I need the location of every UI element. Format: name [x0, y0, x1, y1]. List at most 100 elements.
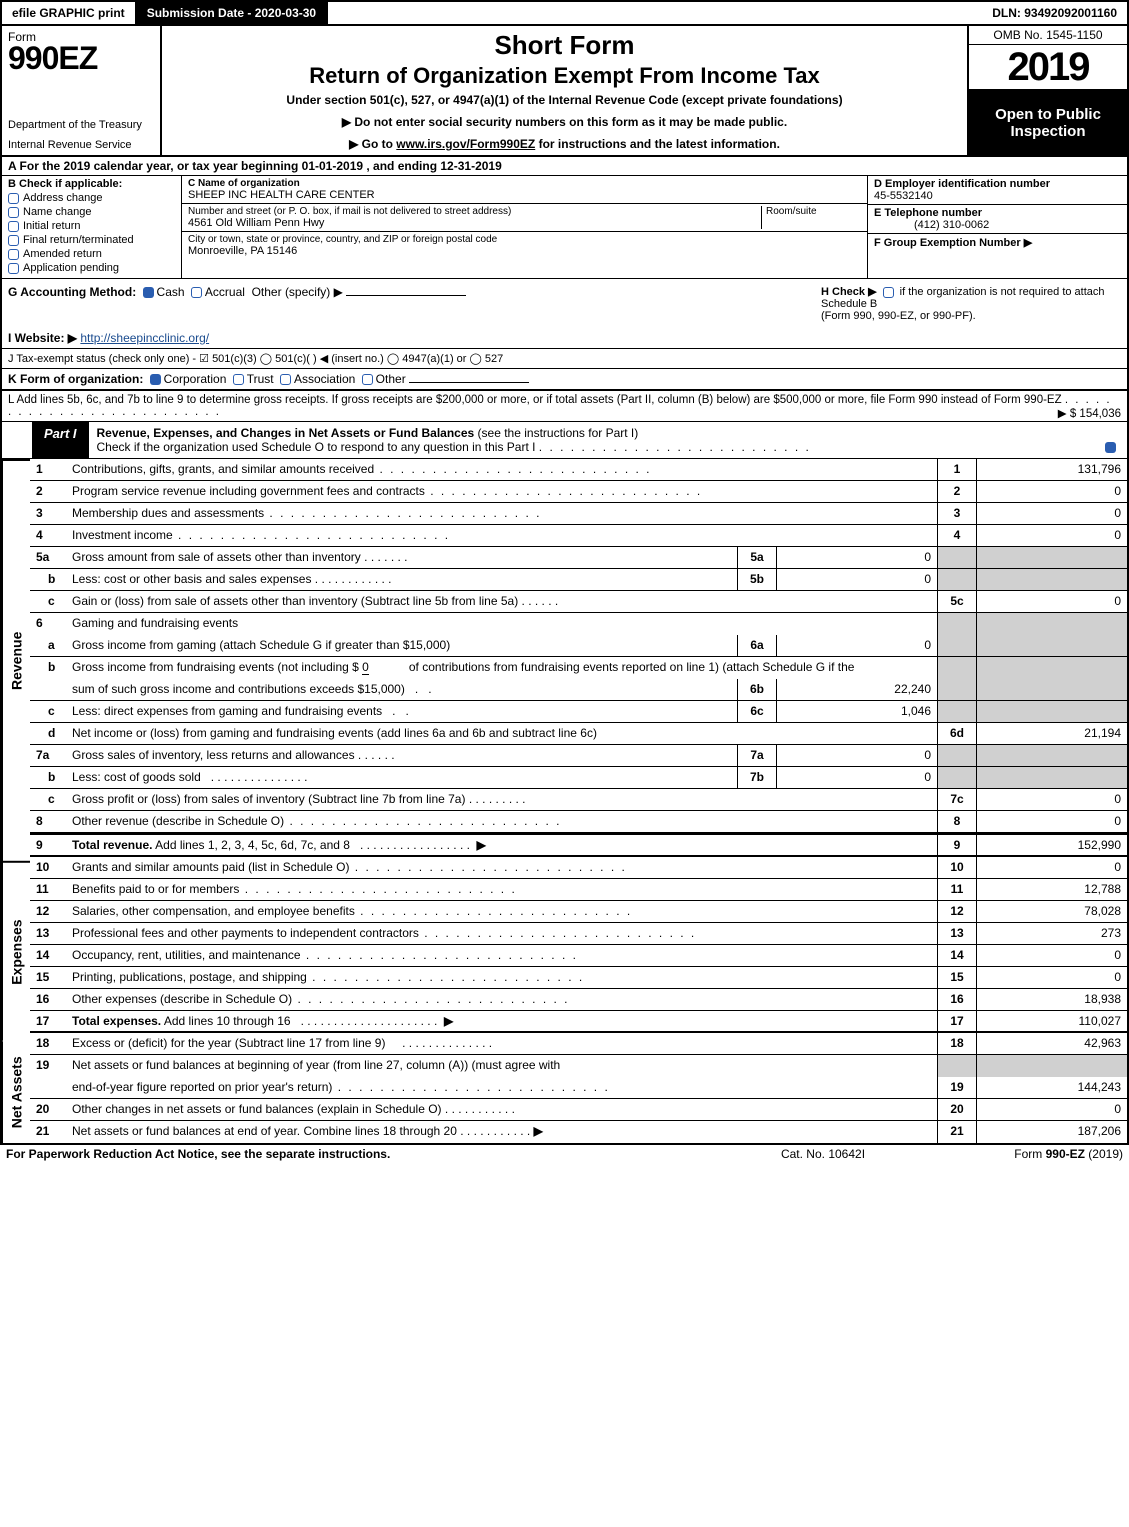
efile-button[interactable]: efile GRAPHIC print [2, 2, 137, 24]
website-link[interactable]: http://sheepincclinic.org/ [80, 331, 209, 345]
line-14-num: 14 [30, 945, 68, 966]
chk-application-pending[interactable]: Application pending [8, 262, 175, 274]
row-j: J Tax-exempt status (check only one) - ☑… [0, 348, 1129, 369]
chk-assoc-icon [280, 374, 291, 385]
line-7c-rnum: 7c [937, 789, 977, 810]
chk-final-return[interactable]: Final return/terminated [8, 234, 175, 246]
line-2-rnum: 2 [937, 481, 977, 502]
col-b-checkboxes: B Check if applicable: Address change Na… [2, 176, 182, 278]
line-8-num: 8 [30, 811, 68, 832]
line-5a-sub: 5a [737, 547, 777, 568]
line-12-desc: Salaries, other compensation, and employ… [68, 901, 937, 922]
line-8-rnum: 8 [937, 811, 977, 832]
checkbox-icon [8, 221, 19, 232]
line-19-2: end-of-year figure reported on prior yea… [30, 1077, 1127, 1099]
line-21-num: 21 [30, 1121, 68, 1143]
e-phone: E Telephone number (412) 310-0062 [868, 205, 1127, 234]
line-13-num: 13 [30, 923, 68, 944]
line-19-rval-shaded [977, 1055, 1127, 1077]
chk-address-change[interactable]: Address change [8, 192, 175, 204]
line-14-desc: Occupancy, rent, utilities, and maintena… [68, 945, 937, 966]
line-3: 3 Membership dues and assessments 3 0 [30, 503, 1127, 525]
city-row: City or town, state or province, country… [182, 232, 867, 259]
checkbox-icon [8, 263, 19, 274]
row-a-tax-year: A For the 2019 calendar year, or tax yea… [0, 157, 1129, 176]
line-6a-desc: Gross income from gaming (attach Schedul… [68, 635, 737, 656]
line-16-num: 16 [30, 989, 68, 1010]
e-label: E Telephone number [874, 207, 982, 219]
street-value: 4561 Old William Penn Hwy [188, 217, 761, 229]
chk-initial-return[interactable]: Initial return [8, 220, 175, 232]
line-11-num: 11 [30, 879, 68, 900]
line-11: 11 Benefits paid to or for members 11 12… [30, 879, 1127, 901]
line-6c-subval: 1,046 [777, 701, 937, 722]
return-title: Return of Organization Exempt From Incom… [170, 63, 959, 89]
part-1-title-bold: Revenue, Expenses, and Changes in Net As… [97, 426, 475, 440]
chk-label-0: Address change [23, 192, 103, 204]
c-name-row: C Name of organization SHEEP INC HEALTH … [182, 176, 867, 204]
chk-amended-return[interactable]: Amended return [8, 248, 175, 260]
line-19-rnum: 19 [937, 1077, 977, 1098]
line-19-desc1: Net assets or fund balances at beginning… [68, 1055, 937, 1077]
k-trust: Trust [247, 372, 274, 386]
line-5b-rval-shaded [977, 569, 1127, 590]
line-6b-num: b [30, 657, 68, 679]
line-5b-rnum-shaded [937, 569, 977, 590]
line-7b-desc: Less: cost of goods sold . . . . . . . .… [68, 767, 737, 788]
line-18-desc: Excess or (deficit) for the year (Subtra… [68, 1033, 937, 1054]
line-7b-rnum-shaded [937, 767, 977, 788]
line-7a-num: 7a [30, 745, 68, 766]
chk-label-5: Application pending [23, 262, 119, 274]
k-corp: Corporation [164, 372, 227, 386]
line-3-num: 3 [30, 503, 68, 524]
irs-link[interactable]: www.irs.gov/Form990EZ [396, 137, 535, 151]
line-2-val: 0 [977, 481, 1127, 502]
line-3-desc: Membership dues and assessments [68, 503, 937, 524]
line-6a-sub: 6a [737, 635, 777, 656]
line-6a-num: a [30, 635, 68, 656]
k-assoc: Association [294, 372, 355, 386]
line-15-rnum: 15 [937, 967, 977, 988]
f-group: F Group Exemption Number ▶ [868, 234, 1127, 251]
chk-corp-icon [150, 374, 161, 385]
line-21: 21 Net assets or fund balances at end of… [30, 1121, 1127, 1143]
form-header: Form 990EZ Department of the Treasury In… [0, 26, 1129, 157]
k-label: K Form of organization: [8, 372, 143, 386]
chk-name-change[interactable]: Name change [8, 206, 175, 218]
line-6b-subval: 22,240 [777, 679, 937, 700]
line-20-rnum: 20 [937, 1099, 977, 1120]
line-2-desc: Program service revenue including govern… [68, 481, 937, 502]
line-4-rnum: 4 [937, 525, 977, 546]
topbar: efile GRAPHIC print Submission Date - 20… [0, 0, 1129, 26]
part-1-title: Revenue, Expenses, and Changes in Net As… [89, 422, 1127, 458]
goto-line: ▶ Go to www.irs.gov/Form990EZ for instru… [170, 137, 959, 151]
line-10-rnum: 10 [937, 857, 977, 878]
line-20: 20 Other changes in net assets or fund b… [30, 1099, 1127, 1121]
line-6c-num: c [30, 701, 68, 722]
line-11-rnum: 11 [937, 879, 977, 900]
line-6b1-rnum-shaded [937, 657, 977, 679]
line-6b1-rval-shaded [977, 657, 1127, 679]
line-7a-desc: Gross sales of inventory, less returns a… [68, 745, 737, 766]
part-1-subtitle: (see the instructions for Part I) [478, 426, 639, 440]
line-9-num: 9 [30, 835, 68, 855]
footer: For Paperwork Reduction Act Notice, see … [0, 1145, 1129, 1163]
line-9-desc: Total revenue. Add lines 1, 2, 3, 4, 5c,… [68, 835, 937, 855]
chk-h-icon [883, 287, 894, 298]
chk-other-icon [362, 374, 373, 385]
checkbox-icon [8, 235, 19, 246]
k-other: Other [376, 372, 406, 386]
line-6a-rval-shaded [977, 635, 1127, 656]
line-14-rnum: 14 [937, 945, 977, 966]
line-4: 4 Investment income 4 0 [30, 525, 1127, 547]
line-11-desc: Benefits paid to or for members [68, 879, 937, 900]
line-21-desc: Net assets or fund balances at end of ye… [68, 1121, 937, 1143]
line-5a-subval: 0 [777, 547, 937, 568]
line-5c: c Gain or (loss) from sale of assets oth… [30, 591, 1127, 613]
header-mid: Short Form Return of Organization Exempt… [162, 26, 967, 155]
line-9: 9 Total revenue. Add lines 1, 2, 3, 4, 5… [30, 833, 1127, 857]
line-11-val: 12,788 [977, 879, 1127, 900]
line-8: 8 Other revenue (describe in Schedule O)… [30, 811, 1127, 833]
side-revenue: Revenue [2, 459, 30, 861]
line-10: 10 Grants and similar amounts paid (list… [30, 857, 1127, 879]
